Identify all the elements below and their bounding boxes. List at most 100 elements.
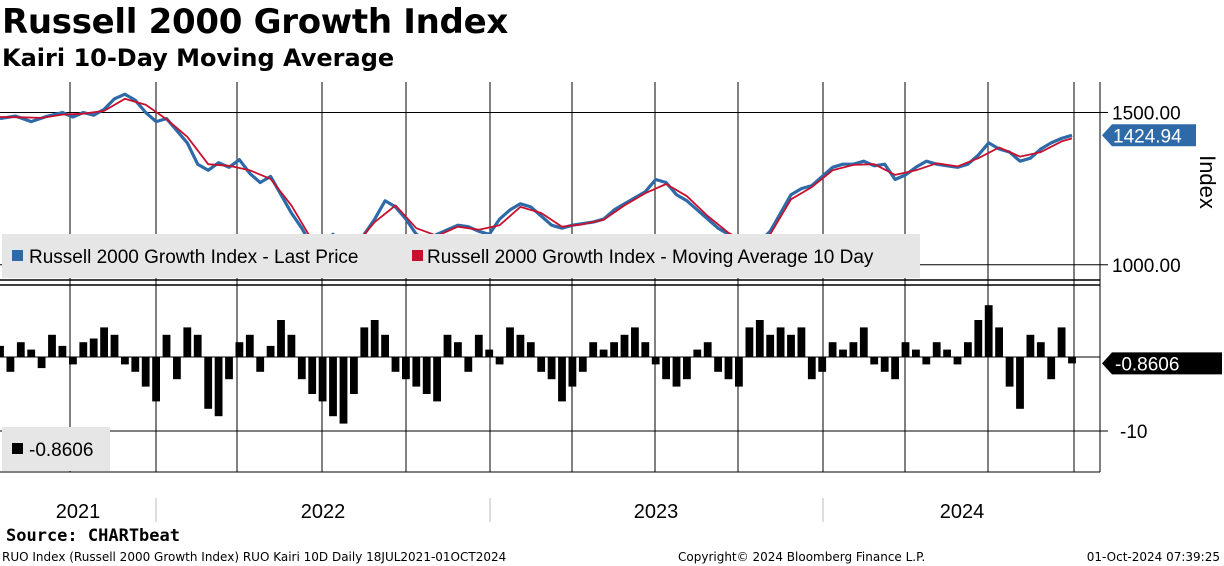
kairi-bar	[912, 349, 920, 357]
kairi-bar	[693, 349, 702, 357]
kairi-bar	[100, 327, 108, 357]
legend-swatch-moving-average	[412, 250, 423, 261]
kairi-bar	[183, 327, 192, 357]
kairi-bar	[225, 357, 233, 380]
kairi-bar	[651, 357, 660, 365]
kairi-bar	[245, 334, 254, 357]
kairi-bar	[943, 349, 951, 357]
kairi-bar	[1005, 357, 1014, 387]
kairi-bar	[69, 357, 77, 365]
kairi-bar	[703, 342, 712, 357]
kairi-bar	[443, 334, 452, 357]
kairi-bar	[880, 357, 889, 372]
x-year-label: 2023	[634, 501, 679, 523]
y-axis-title: Index	[1195, 155, 1220, 209]
kairi-bar	[360, 327, 369, 357]
last-price-label: 1424.94	[1113, 126, 1182, 147]
kairi-bar	[735, 357, 743, 387]
kairi-bar	[953, 357, 962, 365]
last-price-tag	[1102, 124, 1196, 147]
kairi-bar	[162, 334, 171, 357]
kairi-bar	[964, 342, 972, 357]
kairi-bar	[6, 357, 15, 372]
legend-label-kairi: -0.8606	[29, 440, 93, 461]
legend-swatch-last-price	[12, 250, 23, 261]
kairi-bar	[495, 357, 504, 365]
kairi-bar	[131, 357, 140, 372]
kairi-bar	[932, 342, 941, 357]
kairi-bar	[755, 320, 764, 357]
legend-swatch-kairi	[12, 443, 23, 454]
kairi-bar	[568, 357, 577, 387]
kairi-bar	[1047, 357, 1056, 380]
kairi-bar	[391, 357, 400, 372]
footer-security-info: RUO Index (Russell 2000 Growth Index) RU…	[2, 550, 507, 564]
kairi-bar	[787, 334, 795, 357]
kairi-bar	[631, 327, 639, 357]
kairi-bar	[974, 320, 983, 357]
kairi-bar	[683, 357, 691, 380]
kairi-bar	[558, 357, 566, 402]
kairi-bar	[891, 357, 899, 380]
kairi-bar	[79, 342, 88, 357]
kairi-bar	[526, 342, 535, 357]
kairi-bar	[339, 357, 348, 424]
legend-box	[2, 234, 920, 278]
kairi-bar	[995, 327, 1003, 357]
kairi-value-label: -0.8606	[1115, 354, 1179, 375]
kairi-bar	[402, 357, 410, 380]
kairi-bar	[433, 357, 441, 402]
kairi-bar	[152, 357, 160, 402]
kairi-bar	[422, 357, 431, 394]
x-year-label: 2022	[301, 501, 346, 523]
kairi-bar	[828, 342, 837, 357]
kairi-bar	[297, 357, 306, 380]
kairi-bar	[256, 357, 265, 372]
kairi-bar	[48, 334, 56, 357]
kairi-bar	[350, 357, 358, 394]
y-tick-label: 1000.00	[1112, 256, 1181, 277]
kairi-bar	[1068, 357, 1076, 364]
kairi-bar	[214, 357, 223, 417]
x-year-label: 2024	[940, 501, 985, 523]
kairi-bar	[308, 357, 317, 394]
kairi-bar	[599, 349, 608, 357]
footer-timestamp: 01-Oct-2024 07:39:25	[1086, 550, 1220, 564]
source-note: Source: CHARTbeat	[6, 526, 180, 546]
kairi-bar	[287, 334, 296, 357]
footer-copyright: Copyright© 2024 Bloomberg Finance L.P.	[678, 550, 926, 564]
kairi-bar	[672, 357, 681, 387]
chart-title: Russell 2000 Growth Index	[2, 2, 508, 42]
kairi-bar	[547, 357, 556, 380]
kairi-bar	[766, 334, 775, 357]
kairi-bar	[818, 357, 827, 372]
kairi-bar	[173, 357, 181, 380]
kairi-bar	[610, 342, 618, 357]
kairi-bar	[235, 342, 244, 357]
kairi-bar	[849, 342, 858, 357]
kairi-bar	[474, 334, 483, 357]
kairi-bar	[870, 357, 879, 365]
kairi-bar	[714, 357, 722, 372]
kairi-bar	[776, 327, 785, 357]
kairi-bar	[1057, 327, 1066, 357]
series-line-moving-average	[0, 97, 1073, 248]
kairi-bar	[0, 345, 4, 357]
kairi-bar	[412, 357, 421, 387]
kairi-bar	[859, 327, 868, 357]
kairi-bar	[578, 357, 587, 372]
kairi-bar	[589, 342, 598, 357]
kairi-bar	[464, 357, 473, 372]
kairi-bar	[193, 334, 202, 357]
kairi-bar	[266, 345, 275, 357]
kairi-bar	[1016, 357, 1024, 409]
kairi-bar	[724, 357, 733, 380]
kairi-bar	[506, 327, 514, 357]
kairi-bar	[984, 305, 993, 357]
kairi-bar	[641, 342, 650, 357]
kairi-bar	[89, 338, 98, 357]
kairi-bar	[901, 342, 910, 357]
kairi-bar	[1036, 342, 1045, 357]
kairi-bar	[1026, 334, 1035, 357]
